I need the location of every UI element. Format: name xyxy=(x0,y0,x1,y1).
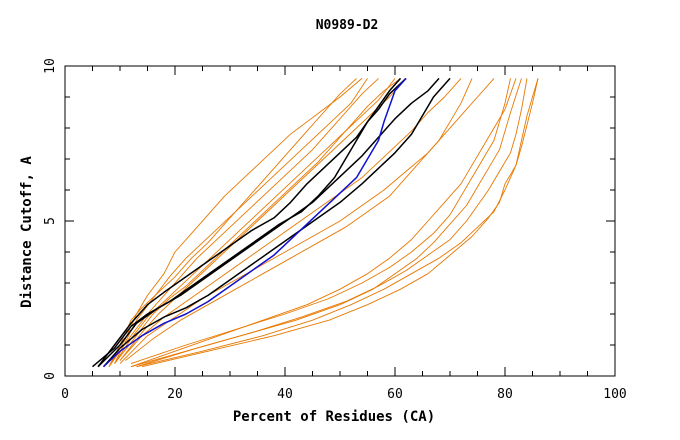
series-line-orange-1 xyxy=(108,78,357,367)
y-axis-title: Distance Cutoff, A xyxy=(19,156,35,308)
x-tick-label: 0 xyxy=(61,387,69,402)
x-tick-label: 20 xyxy=(167,387,183,402)
series-line-orange-2 xyxy=(108,78,363,367)
x-axis-title: Percent of Residues (CA) xyxy=(233,409,435,425)
series-line-orange-12 xyxy=(130,78,522,368)
series-line-orange-15 xyxy=(141,78,539,368)
series-line-black-2 xyxy=(92,77,407,368)
x-tick-label: 100 xyxy=(603,387,626,402)
series-lines xyxy=(92,77,539,368)
x-tick-label: 40 xyxy=(277,387,293,402)
series-line-orange-7 xyxy=(119,78,407,361)
series-line-orange-11 xyxy=(130,78,517,368)
series-line-orange-4 xyxy=(108,78,379,367)
series-line-orange-6 xyxy=(114,78,401,364)
chart-title: N0989-D2 xyxy=(316,18,379,33)
series-line-blue-1 xyxy=(102,77,407,368)
series-line-orange-14 xyxy=(130,78,511,365)
series-line-orange-13 xyxy=(136,78,528,368)
y-tick-label: 0 xyxy=(43,372,58,380)
series-line-orange-9 xyxy=(119,78,495,364)
axis-ticks: 0 20 40 60 80 100 0 5 10 xyxy=(43,58,627,402)
series-line-orange-16 xyxy=(136,78,539,368)
y-tick-label: 10 xyxy=(43,58,58,74)
series-line-orange-8 xyxy=(119,78,462,361)
x-tick-label: 60 xyxy=(387,387,403,402)
series-line-black-4 xyxy=(97,77,440,368)
y-tick-label: 5 xyxy=(43,217,58,225)
series-line-black-3 xyxy=(102,77,451,368)
x-tick-label: 80 xyxy=(497,387,513,402)
series-line-orange-10 xyxy=(125,78,473,361)
